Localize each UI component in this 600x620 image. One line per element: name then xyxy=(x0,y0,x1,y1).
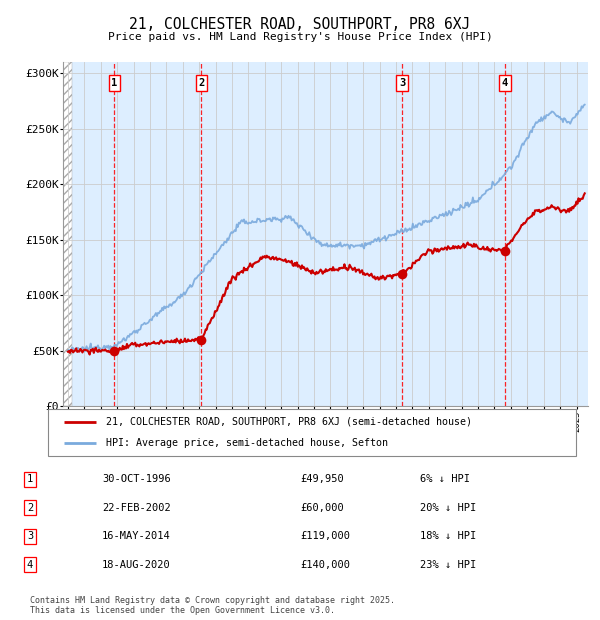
Text: 18-AUG-2020: 18-AUG-2020 xyxy=(102,560,171,570)
Text: 1: 1 xyxy=(27,474,33,484)
Text: £140,000: £140,000 xyxy=(300,560,350,570)
Text: 16-MAY-2014: 16-MAY-2014 xyxy=(102,531,171,541)
Text: 4: 4 xyxy=(27,560,33,570)
Text: 23% ↓ HPI: 23% ↓ HPI xyxy=(420,560,476,570)
Text: 30-OCT-1996: 30-OCT-1996 xyxy=(102,474,171,484)
Text: Price paid vs. HM Land Registry's House Price Index (HPI): Price paid vs. HM Land Registry's House … xyxy=(107,32,493,42)
Text: 6% ↓ HPI: 6% ↓ HPI xyxy=(420,474,470,484)
FancyBboxPatch shape xyxy=(48,409,576,456)
Text: HPI: Average price, semi-detached house, Sefton: HPI: Average price, semi-detached house,… xyxy=(106,438,388,448)
Text: £49,950: £49,950 xyxy=(300,474,344,484)
Text: 22-FEB-2002: 22-FEB-2002 xyxy=(102,503,171,513)
Text: 20% ↓ HPI: 20% ↓ HPI xyxy=(420,503,476,513)
Text: 18% ↓ HPI: 18% ↓ HPI xyxy=(420,531,476,541)
Text: 4: 4 xyxy=(502,78,508,88)
Text: 21, COLCHESTER ROAD, SOUTHPORT, PR8 6XJ (semi-detached house): 21, COLCHESTER ROAD, SOUTHPORT, PR8 6XJ … xyxy=(106,417,472,427)
Text: 2: 2 xyxy=(27,503,33,513)
Text: 3: 3 xyxy=(399,78,405,88)
Text: £60,000: £60,000 xyxy=(300,503,344,513)
Text: 3: 3 xyxy=(27,531,33,541)
Text: 2: 2 xyxy=(199,78,205,88)
Text: Contains HM Land Registry data © Crown copyright and database right 2025.
This d: Contains HM Land Registry data © Crown c… xyxy=(30,596,395,615)
Text: £119,000: £119,000 xyxy=(300,531,350,541)
Text: 1: 1 xyxy=(111,78,118,88)
Text: 21, COLCHESTER ROAD, SOUTHPORT, PR8 6XJ: 21, COLCHESTER ROAD, SOUTHPORT, PR8 6XJ xyxy=(130,17,470,32)
